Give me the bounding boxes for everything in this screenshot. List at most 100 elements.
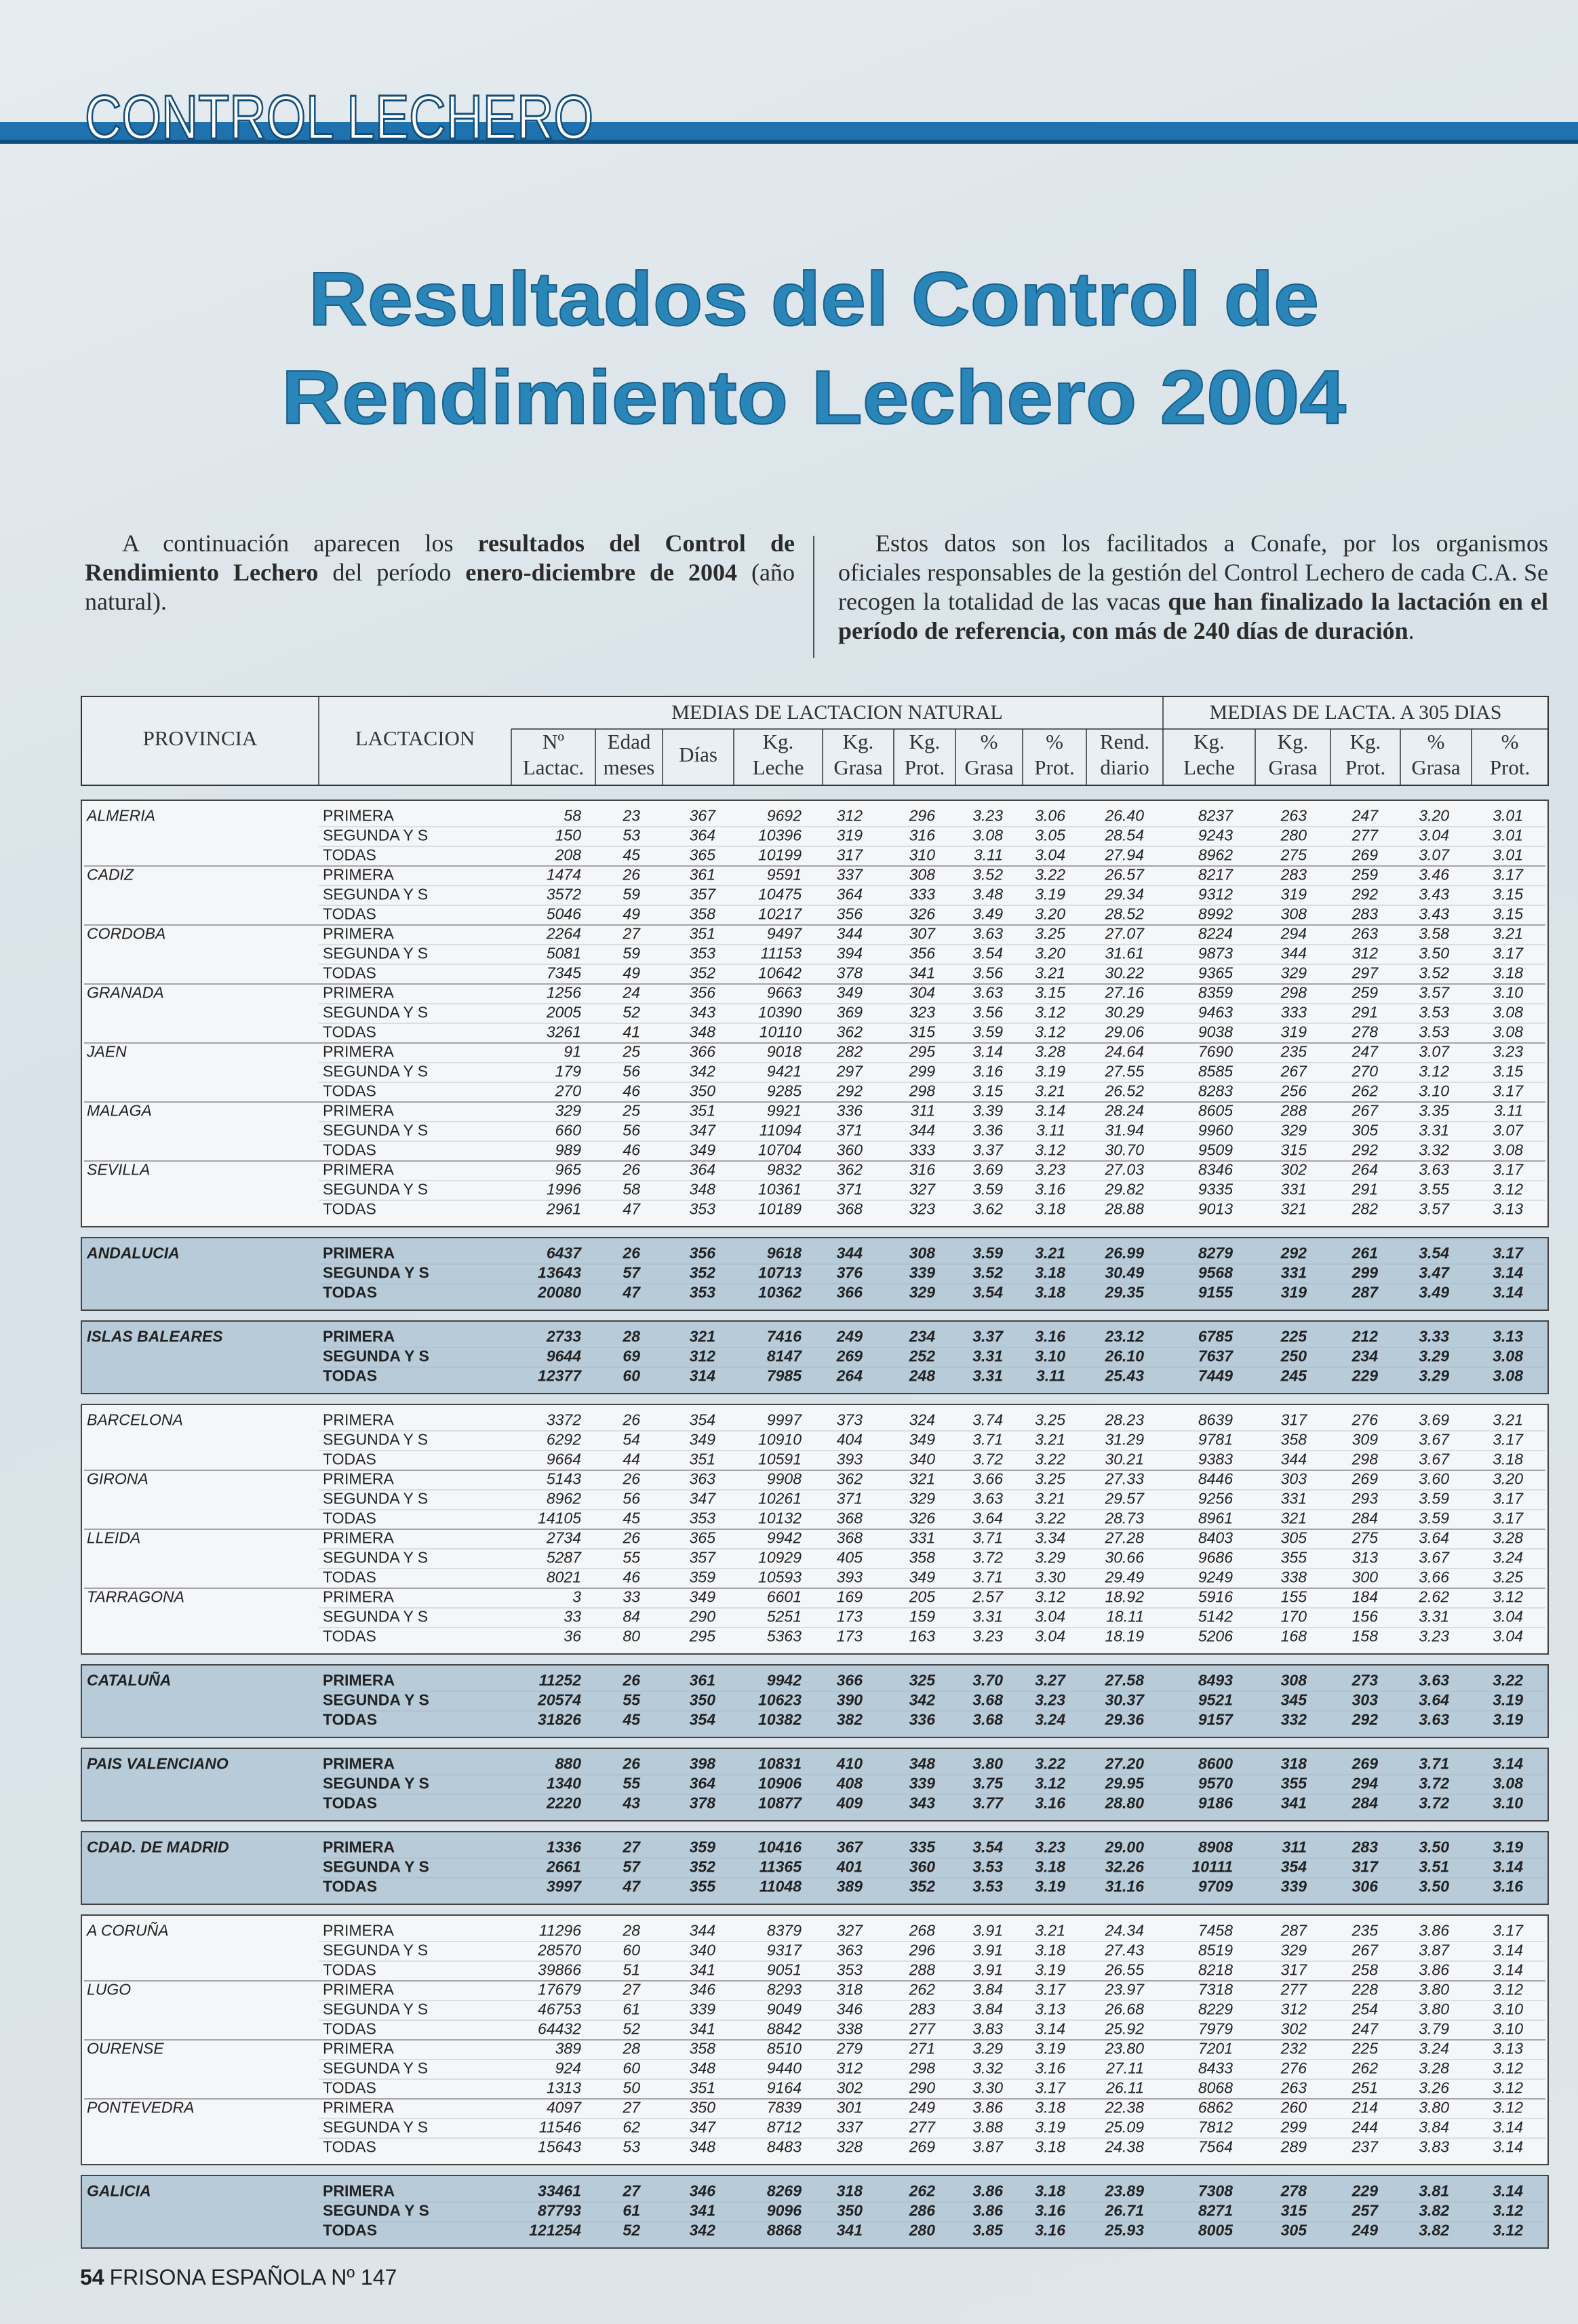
cell: 3.31 <box>1419 1608 1449 1626</box>
lactation: PRIMERA <box>323 1470 394 1488</box>
cell: 23 <box>622 807 640 825</box>
cell: 24.38 <box>1104 2138 1144 2156</box>
cell: 291 <box>1352 1004 1378 1021</box>
cell: 3.13 <box>1035 2001 1065 2018</box>
section-title: CONTROL LECHERO <box>85 83 593 152</box>
cell: 260 <box>1280 2099 1307 2116</box>
cell: 8403 <box>1198 1529 1233 1547</box>
cell: 27.16 <box>1104 984 1144 1002</box>
cell: 3.08 <box>1493 1367 1523 1385</box>
cell: 344 <box>837 1244 863 1262</box>
cell: 9521 <box>1198 1691 1233 1709</box>
cell: 3.91 <box>972 1942 1003 1959</box>
cell: 29.57 <box>1104 1490 1145 1508</box>
cell: 8962 <box>1198 846 1233 864</box>
cell: 3.17 <box>1493 1244 1524 1262</box>
cell: 155 <box>1281 1588 1307 1606</box>
cell: 989 <box>555 1141 582 1159</box>
cell: 158 <box>1352 1628 1379 1645</box>
cell: 26 <box>622 1755 640 1773</box>
cell: 319 <box>1281 886 1307 903</box>
cell: 26 <box>622 1244 640 1262</box>
cell: 214 <box>1352 2099 1378 2116</box>
cell: 3997 <box>547 1878 582 1895</box>
cell: 348 <box>909 1755 936 1773</box>
cell: 350 <box>837 2202 863 2220</box>
cell: 318 <box>1281 1755 1307 1773</box>
cell: 8483 <box>767 2138 802 2156</box>
cell: 26.99 <box>1104 1244 1144 1262</box>
cell: 9509 <box>1198 1141 1233 1159</box>
lactation: SEGUNDA Y S <box>323 1181 428 1198</box>
cell: 348 <box>690 2060 716 2077</box>
cell: 10906 <box>758 1775 802 1792</box>
cell: 269 <box>1352 1755 1379 1773</box>
summary-block <box>81 1831 1549 1905</box>
cell: 307 <box>909 925 936 943</box>
cell: 3.23 <box>1035 1838 1065 1856</box>
cell: 11048 <box>760 1878 802 1895</box>
cell: 8379 <box>767 1922 802 1939</box>
cell: 343 <box>690 1004 716 1021</box>
cell: 329 <box>909 1284 936 1301</box>
cell: 3.18 <box>1035 1284 1065 1301</box>
lactation: PRIMERA <box>323 1161 394 1179</box>
cell: 47 <box>623 1200 641 1218</box>
column-header: Kg. <box>1350 730 1381 753</box>
lactation: SEGUNDA Y S <box>323 1858 429 1876</box>
lactation: PRIMERA <box>323 1981 394 1998</box>
cell: 3.83 <box>1419 2138 1449 2156</box>
cell: 55 <box>623 1691 641 1709</box>
cell: 329 <box>1281 1122 1307 1139</box>
cell: 297 <box>836 1063 864 1080</box>
cell: 3.16 <box>1035 2222 1065 2239</box>
cell: 3.14 <box>1035 1102 1065 1120</box>
cell: 3.16 <box>1493 1878 1523 1895</box>
cell: 3.20 <box>1493 1470 1523 1488</box>
cell: 8605 <box>1198 1102 1233 1120</box>
cell: 26.10 <box>1104 1347 1144 1365</box>
lactation: TODAS <box>323 1628 376 1645</box>
cell: 10217 <box>758 905 802 923</box>
cell: 9942 <box>767 1529 802 1547</box>
cell: 368 <box>837 1510 863 1527</box>
lactation: PRIMERA <box>323 2182 395 2200</box>
cell: 283 <box>1280 866 1307 884</box>
cell: 55 <box>623 1775 641 1792</box>
cell: 3.49 <box>1419 1284 1449 1301</box>
text-run: . <box>1408 617 1415 644</box>
cell: 62 <box>623 2119 640 2136</box>
cell: 3.54 <box>972 1838 1003 1856</box>
cell: 326 <box>909 1510 936 1527</box>
cell: 3.21 <box>1035 1244 1065 1262</box>
cell: 371 <box>837 1181 863 1198</box>
cell: 3.11 <box>1494 1102 1523 1120</box>
cell: 3.12 <box>1493 2202 1523 2220</box>
cell: 3.69 <box>1419 1411 1449 1429</box>
cell: 52 <box>623 2222 640 2239</box>
cell: 9383 <box>1198 1451 1233 1468</box>
cell: 389 <box>837 1878 863 1895</box>
cell: 25.92 <box>1104 2020 1144 2038</box>
cell: 29.00 <box>1104 1838 1144 1856</box>
cell: 10831 <box>758 1755 802 1773</box>
lactation: SEGUNDA Y S <box>323 2001 428 2018</box>
cell: 3.16 <box>1035 2202 1065 2220</box>
cell: 31826 <box>538 1711 581 1729</box>
column-header: Grasa <box>1268 755 1318 779</box>
cell: 3.19 <box>1035 1961 1065 1979</box>
lactation: TODAS <box>323 905 376 923</box>
cell: 9365 <box>1198 964 1233 982</box>
cell: 368 <box>837 1529 863 1547</box>
cell: 173 <box>837 1628 863 1645</box>
cell: 341 <box>837 2222 863 2239</box>
cell: 1474 <box>547 866 581 884</box>
cell: 3.31 <box>1419 1122 1449 1139</box>
lactation: PRIMERA <box>323 2099 394 2116</box>
cell: 3.21 <box>1035 1431 1065 1449</box>
cell: 10361 <box>758 1181 802 1198</box>
cell: 287 <box>1352 1284 1379 1301</box>
cell: 337 <box>837 2119 864 2136</box>
cell: 52 <box>623 2020 640 2038</box>
cell: 349 <box>909 1569 936 1586</box>
